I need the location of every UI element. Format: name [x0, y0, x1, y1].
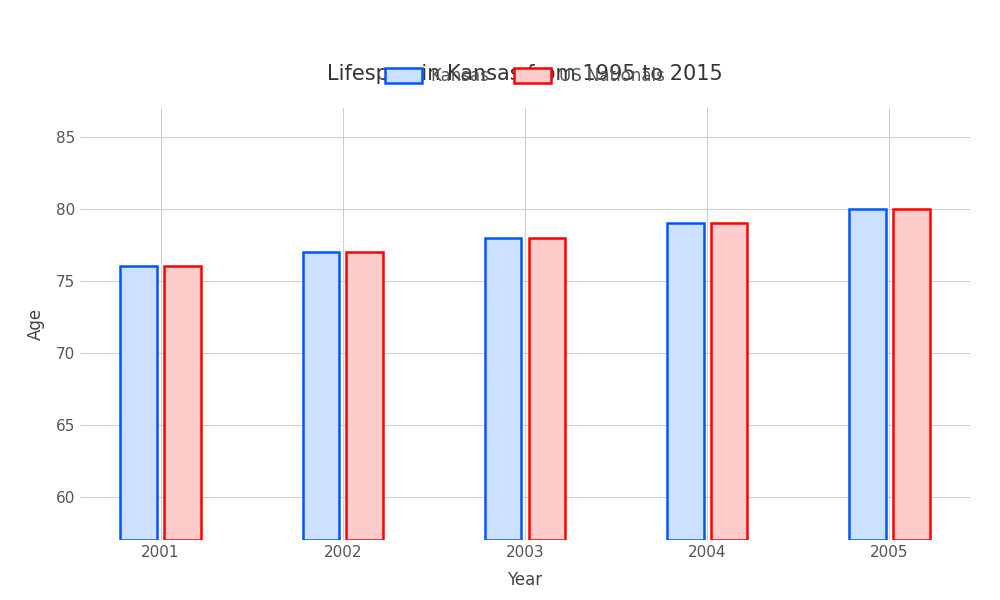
Bar: [303, 252, 339, 540]
Bar: [485, 238, 521, 540]
Bar: [711, 223, 747, 540]
Title: Lifespan in Kansas from 1995 to 2015: Lifespan in Kansas from 1995 to 2015: [327, 64, 723, 84]
Bar: [849, 209, 886, 540]
Legend: Kansas, US Nationals: Kansas, US Nationals: [378, 60, 672, 92]
Bar: [893, 209, 930, 540]
Bar: [667, 223, 704, 540]
Bar: [346, 252, 383, 540]
X-axis label: Year: Year: [507, 571, 543, 589]
Bar: [164, 266, 201, 540]
Y-axis label: Age: Age: [27, 308, 45, 340]
Bar: [529, 238, 565, 540]
Bar: [120, 266, 157, 540]
